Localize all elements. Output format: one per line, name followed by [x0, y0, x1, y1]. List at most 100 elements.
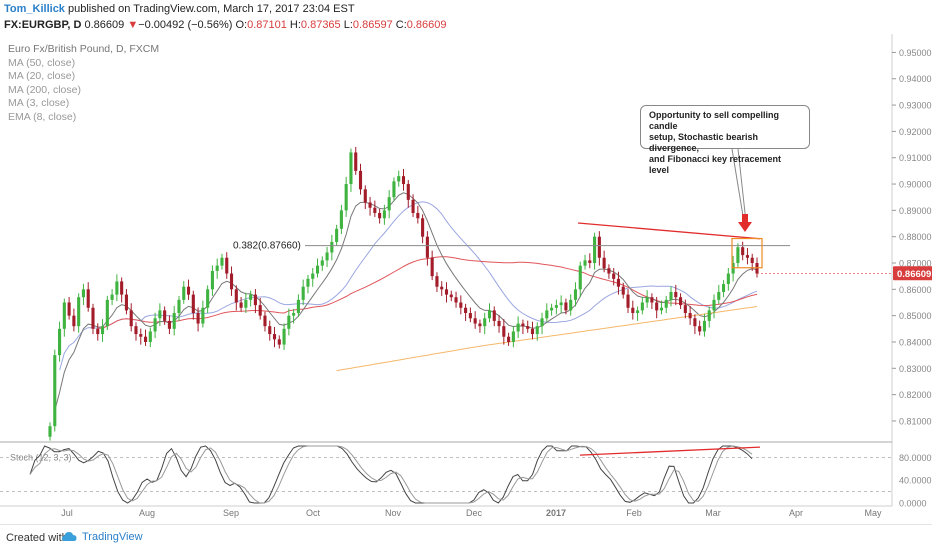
- candle: [196, 307, 200, 332]
- tradingview-logo[interactable]: TradingView: [62, 529, 143, 545]
- candle-body: [679, 297, 683, 306]
- candle-body: [688, 313, 692, 319]
- legend-item-ma200[interactable]: MA (200, close): [8, 83, 81, 96]
- candle: [521, 319, 525, 335]
- candle-body: [349, 152, 353, 185]
- publish-line: Tom_Killick published on TradingView.com…: [4, 3, 355, 15]
- candle: [110, 289, 114, 306]
- candle: [306, 274, 310, 294]
- candle: [225, 252, 229, 279]
- candle-body: [650, 297, 654, 303]
- candle: [282, 323, 286, 350]
- candle-body: [225, 257, 229, 274]
- candle-body: [702, 320, 707, 332]
- candle: [545, 303, 549, 323]
- candle-body: [722, 284, 726, 292]
- candle-body: [593, 236, 597, 264]
- last-price: 0.86609: [84, 19, 125, 31]
- candle-body: [631, 307, 635, 314]
- legend-title: Euro Fx/British Pound, D, FXCM: [8, 43, 160, 55]
- candle-body: [726, 273, 730, 285]
- candle-body: [416, 212, 420, 219]
- candle: [86, 282, 90, 312]
- candle: [645, 290, 649, 308]
- candle: [607, 264, 611, 279]
- candle: [621, 282, 625, 299]
- candle-body: [249, 294, 253, 300]
- candle-body: [444, 289, 449, 295]
- candle: [368, 196, 372, 216]
- candle-body: [339, 210, 343, 229]
- candle: [636, 306, 640, 321]
- candle-body: [53, 355, 57, 427]
- candle-body: [626, 294, 630, 308]
- candle: [707, 306, 711, 328]
- candle-body: [712, 299, 716, 311]
- candle: [249, 290, 253, 307]
- annotation-callout[interactable]: Opportunity to sell compelling candle se…: [640, 105, 810, 175]
- candle: [583, 254, 587, 270]
- candle-body: [564, 302, 568, 311]
- candle: [712, 294, 716, 319]
- candle: [72, 308, 76, 332]
- candle-body: [124, 294, 128, 311]
- candle-body: [134, 326, 138, 335]
- price-tick-label: 0.82000: [899, 390, 932, 400]
- candle: [497, 315, 501, 333]
- candle-body: [330, 241, 334, 253]
- time-tick-label: Oct: [306, 508, 321, 518]
- candle: [139, 328, 143, 345]
- candle: [325, 246, 329, 267]
- candle-body: [177, 299, 181, 314]
- candle: [363, 185, 367, 210]
- candle-body: [535, 326, 539, 335]
- legend-item-ma3[interactable]: MA (3, close): [8, 97, 70, 109]
- candle-body: [105, 299, 109, 327]
- candle: [320, 256, 324, 271]
- last-price-badge: [893, 266, 932, 281]
- candle: [406, 180, 410, 208]
- down-arrow-icon: [738, 222, 752, 232]
- candle-body: [263, 315, 267, 327]
- price-tick-label: 0.83000: [899, 364, 932, 374]
- candle-body: [573, 289, 578, 300]
- author-link[interactable]: Tom_Killick: [4, 3, 65, 15]
- time-tick-label: May: [864, 508, 882, 518]
- candle-body: [182, 286, 186, 300]
- candle: [177, 295, 181, 321]
- candle: [502, 319, 506, 345]
- stoch-d-line: [29, 445, 753, 504]
- legend-item-ma20[interactable]: MA (20, close): [8, 70, 76, 82]
- candle-body: [745, 255, 749, 258]
- candle-body: [741, 247, 745, 256]
- candle: [664, 295, 668, 314]
- candle-body: [378, 212, 382, 219]
- stoch-k-line: [29, 445, 753, 504]
- candle-body: [163, 310, 167, 321]
- candle-body: [354, 152, 358, 171]
- candle: [234, 285, 238, 311]
- legend-item-ma50[interactable]: MA (50, close): [8, 56, 76, 69]
- candle-body: [478, 323, 482, 327]
- time-tick-label: Dec: [466, 508, 483, 518]
- candle-body: [77, 297, 81, 327]
- candle-body: [320, 260, 324, 266]
- highlight-box: [731, 237, 763, 269]
- candle: [492, 306, 496, 327]
- candle-body: [210, 270, 214, 290]
- low-label: L:: [343, 19, 353, 31]
- candle: [626, 289, 630, 314]
- created-with-text: Created with: [6, 532, 68, 544]
- candle-body: [569, 299, 573, 311]
- candle-body: [659, 307, 664, 311]
- candle: [354, 146, 358, 175]
- candle: [640, 296, 644, 315]
- candle-body: [148, 331, 152, 342]
- candle: [120, 277, 124, 303]
- candle: [172, 305, 176, 336]
- candle-body: [750, 257, 754, 264]
- candle: [91, 303, 95, 335]
- candlesticks: [48, 146, 759, 441]
- legend-item-ema8[interactable]: EMA (8, close): [8, 110, 77, 123]
